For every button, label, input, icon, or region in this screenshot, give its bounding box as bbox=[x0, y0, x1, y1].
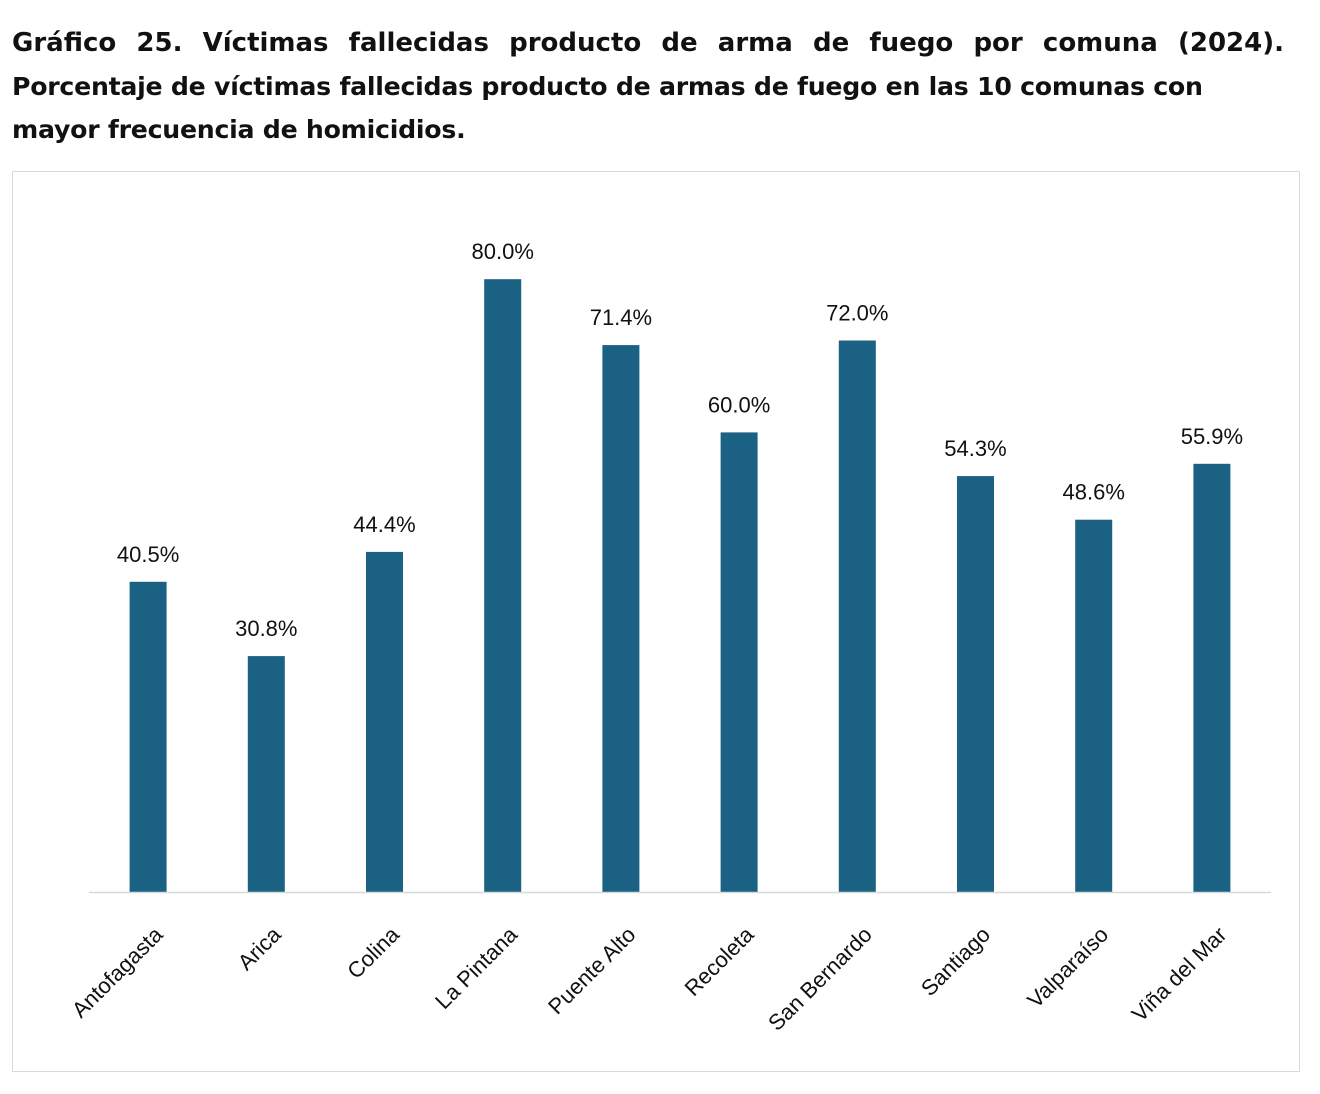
x-tick-label-8: Valparaíso bbox=[1022, 922, 1113, 1013]
data-label-5: 60.0% bbox=[708, 392, 770, 417]
chart-subtitle: Porcentaje de víctimas fallecidas produc… bbox=[12, 72, 1203, 144]
bar-3 bbox=[484, 279, 522, 892]
x-tick-label-4: Puente Alto bbox=[543, 922, 640, 1019]
x-tick-label-9: Viña del Mar bbox=[1127, 922, 1232, 1027]
bar-1 bbox=[247, 656, 285, 892]
x-tick-label-0: Antofagasta bbox=[67, 921, 168, 1022]
chart-title: Gráfico 25. Víctimas fallecidas producto… bbox=[12, 28, 1284, 58]
x-tick-label-3: La Pintana bbox=[430, 921, 523, 1014]
x-tick-label-6: San Bernardo bbox=[763, 922, 877, 1036]
x-tick-label-1: Arica bbox=[233, 921, 287, 975]
data-label-4: 71.4% bbox=[590, 305, 652, 330]
data-label-2: 44.4% bbox=[353, 512, 415, 537]
data-label-0: 40.5% bbox=[117, 542, 179, 567]
data-label-9: 55.9% bbox=[1181, 424, 1243, 449]
chart-area: 40.5% 30.8% 44.4% 80.0% 71.4% 60.0% 72.0% 54.3%… bbox=[12, 171, 1300, 1072]
data-label-8: 48.6% bbox=[1063, 480, 1125, 505]
bar-9 bbox=[1193, 463, 1231, 892]
x-tick-label-2: Colina bbox=[342, 921, 404, 983]
x-tick-label-7: Santiago bbox=[916, 922, 995, 1001]
bar-chart: 40.5% 30.8% 44.4% 80.0% 71.4% 60.0% 72.0% 54.3%… bbox=[67, 239, 1271, 1036]
chart-heading: Gráfico 25. Víctimas fallecidas producto… bbox=[12, 22, 1284, 151]
x-tick-label-5: Recoleta bbox=[680, 921, 760, 1001]
data-label-1: 30.8% bbox=[235, 616, 297, 641]
data-label-3: 80.0% bbox=[472, 239, 534, 264]
data-label-6: 72.0% bbox=[826, 301, 888, 326]
bar-6 bbox=[838, 340, 876, 892]
bar-4 bbox=[602, 345, 640, 893]
bar-2 bbox=[366, 551, 403, 892]
data-label-7: 54.3% bbox=[944, 436, 1006, 461]
bar-8 bbox=[1075, 519, 1113, 892]
bar-7 bbox=[957, 476, 994, 892]
bar-5 bbox=[720, 432, 758, 892]
bar-0 bbox=[129, 581, 167, 892]
